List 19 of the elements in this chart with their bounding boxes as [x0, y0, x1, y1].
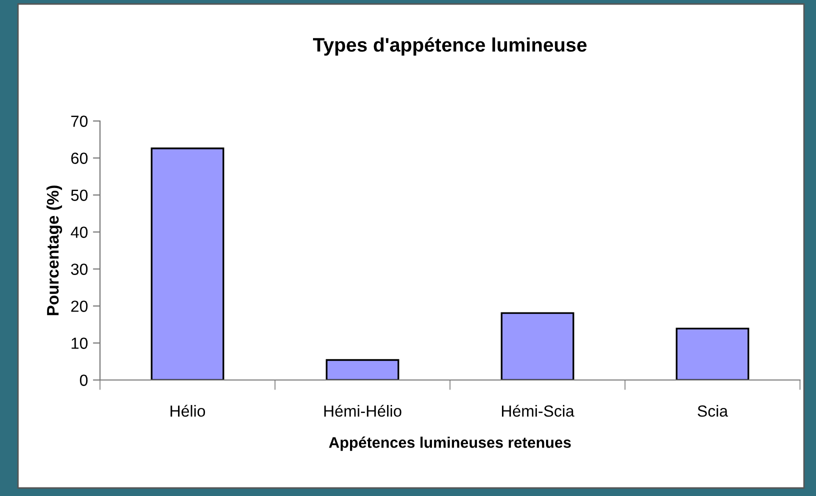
y-tick-label: 0: [80, 374, 88, 386]
x-tick-label: Hémi-Hélio: [324, 404, 402, 417]
x-tick-label: Hélio: [170, 404, 206, 417]
bar: [500, 312, 574, 380]
y-tick-label: 20: [71, 300, 88, 312]
bar: [676, 328, 750, 380]
y-tick-label: 50: [71, 190, 88, 201]
bar: [150, 148, 224, 380]
bar: [326, 359, 400, 380]
y-tick-label: 30: [71, 264, 88, 275]
y-tick-label: 40: [70, 226, 88, 238]
x-axis-title: Appétences lumineuses retenues: [328, 436, 571, 451]
y-tick-label: 10: [72, 338, 88, 349]
y-axis-title: Pourcentage (%): [46, 186, 62, 316]
y-tick-label: 70: [71, 116, 88, 127]
x-tick-label: Hémi-Scia: [502, 404, 574, 417]
y-tick-label: 60: [71, 152, 88, 164]
x-tick-label: Scia: [698, 405, 728, 417]
chart-title: Types d'appétence lumineuse: [313, 37, 587, 56]
